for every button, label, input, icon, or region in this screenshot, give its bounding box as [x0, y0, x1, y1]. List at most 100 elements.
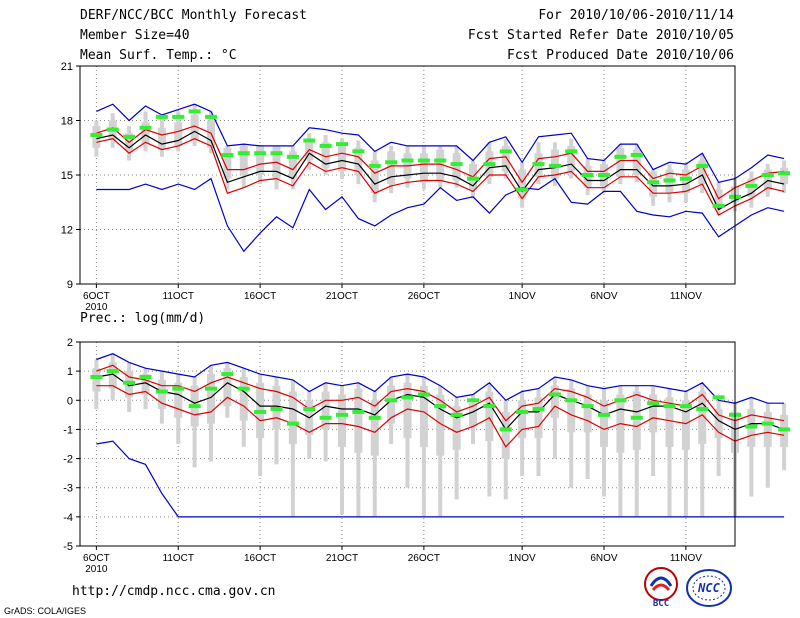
prec-box — [288, 391, 297, 444]
prec-median-marker — [663, 404, 676, 409]
temp-box — [321, 142, 330, 168]
variable-label: Mean Surf. Temp.: °C — [80, 48, 237, 63]
temp-median-marker — [336, 142, 348, 147]
prec-ytick-label: -2 — [63, 454, 73, 466]
temp-median-marker — [401, 158, 414, 163]
prec-box — [92, 368, 101, 392]
temp-xtick-label: 11NOV — [670, 291, 702, 302]
temp-xtick-label: 26OCT — [408, 291, 440, 302]
temp-ytick-label: 18 — [61, 116, 73, 128]
prec-median-marker — [614, 398, 627, 403]
temp-median-marker — [368, 163, 381, 168]
temp-xtick-label: 21OCT — [326, 291, 358, 302]
prec-median-marker — [172, 386, 185, 391]
prec-ytick-label: 2 — [67, 337, 73, 349]
temp-box — [436, 149, 445, 181]
temp-xtick-label: 1NOV — [509, 291, 537, 302]
temp-median-marker — [254, 151, 267, 156]
prec-median-marker — [778, 427, 791, 432]
temp-median-marker — [139, 125, 152, 130]
temp-median-marker — [319, 143, 332, 148]
temp-median-marker — [450, 162, 463, 167]
prec-median-marker — [745, 424, 758, 429]
prec-median-marker — [450, 412, 463, 417]
temp-ytick-label: 9 — [67, 279, 73, 291]
prec-median-marker — [106, 369, 119, 374]
temp-median-marker — [598, 173, 610, 177]
prec-median-marker — [286, 421, 299, 426]
temp-box — [370, 160, 379, 194]
prec-median-marker — [368, 415, 381, 420]
prec-ytick-label: -3 — [63, 483, 73, 495]
prec-xtick-label: 6OCT — [83, 553, 110, 564]
temp-box — [354, 147, 363, 175]
prec-box — [141, 374, 150, 395]
temp-ytick-label: 12 — [61, 225, 73, 237]
temp-box — [190, 115, 199, 141]
bcc-logo-text: BCC — [653, 599, 669, 608]
temp-median-marker — [532, 162, 545, 167]
temp-median-marker — [303, 138, 316, 143]
temp-box — [567, 145, 576, 172]
temp-series-max — [96, 103, 785, 183]
prec-median-marker — [401, 395, 414, 400]
prec-median-marker — [548, 392, 561, 397]
prec-median-marker — [139, 374, 152, 379]
prec-box — [338, 394, 346, 447]
prec-box — [223, 368, 232, 407]
prec-box — [354, 388, 363, 453]
temp-box — [698, 160, 707, 185]
prec-box — [681, 400, 690, 450]
temp-box — [288, 151, 297, 179]
temp-box — [501, 145, 510, 172]
temp-median-marker — [712, 203, 725, 208]
prec-xtick-label: 1NOV — [509, 553, 537, 564]
prec-box — [419, 385, 428, 447]
prec-box — [649, 394, 658, 433]
member-size-label: Member Size=40 — [80, 28, 190, 43]
prec-box — [207, 374, 215, 424]
prec-box — [698, 391, 707, 444]
temp-median-marker — [761, 173, 774, 177]
temp-box — [452, 153, 461, 181]
website-url[interactable]: http://cmdp.ncc.cma.gov.cn — [72, 584, 276, 599]
prec-box — [403, 382, 412, 439]
temp-median-marker — [565, 149, 578, 154]
prec-xtick-label: 26OCT — [408, 553, 440, 564]
temp-box — [681, 169, 690, 194]
prec-xtick-label: 16OCT — [244, 553, 276, 564]
temp-median-marker — [696, 163, 709, 168]
prec-median-marker — [270, 407, 283, 412]
prec-median-marker — [516, 409, 529, 414]
prec-box — [469, 403, 477, 427]
prec-box — [501, 411, 510, 459]
temp-median-marker — [778, 171, 791, 176]
temp-median-marker — [286, 154, 299, 159]
prec-box — [321, 391, 330, 430]
prec-median-marker — [499, 427, 512, 432]
prec-median-marker — [221, 372, 234, 377]
prec-median-marker — [598, 412, 610, 417]
prec-box — [452, 406, 461, 450]
temp-frame — [79, 65, 736, 285]
prec-box — [370, 400, 379, 456]
temp-ytick-label: 21 — [61, 61, 73, 73]
prec-frame — [79, 341, 736, 547]
prec-ytick-label: -5 — [63, 541, 73, 553]
prec-median-marker — [123, 380, 136, 385]
temp-median-marker — [663, 178, 676, 183]
temp-xtick-label: 6NOV — [590, 291, 618, 302]
temp-median-marker — [123, 134, 136, 139]
temp-box — [616, 147, 625, 177]
temp-median-marker — [467, 176, 479, 181]
chart-title: DERF/NCC/BCC Monthly Forecast — [80, 8, 307, 23]
prec-series-upper — [96, 364, 785, 422]
prec-median-marker — [303, 407, 316, 412]
prec-median-marker — [188, 404, 201, 409]
prec-series-lower — [96, 385, 785, 448]
prec-median-marker — [336, 412, 348, 417]
temp-median-marker — [679, 176, 692, 181]
prec-median-marker — [352, 409, 365, 414]
